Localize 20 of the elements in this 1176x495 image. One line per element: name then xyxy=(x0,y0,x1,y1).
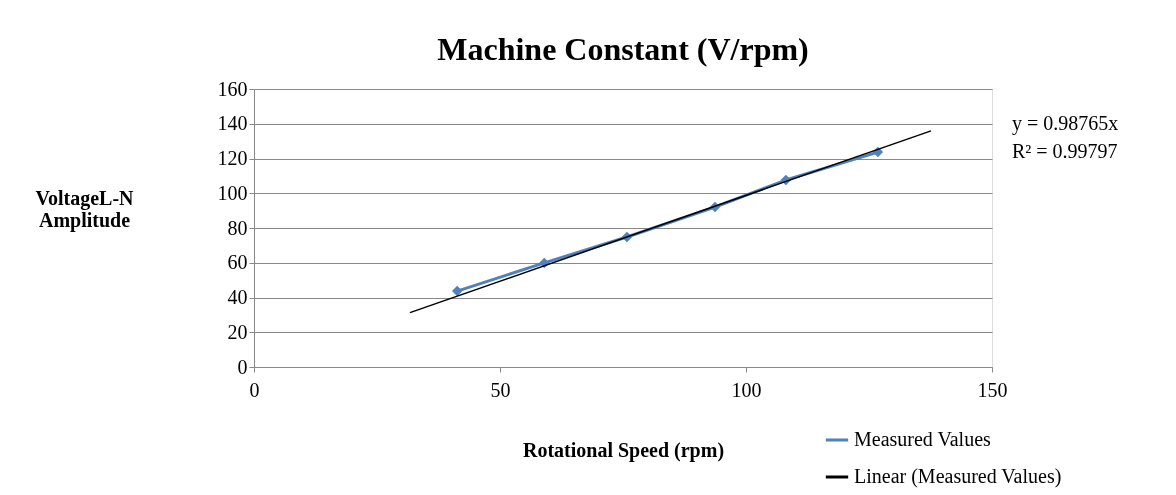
x-axis-title: Rotational Speed (rpm) xyxy=(522,438,725,462)
y-tick-label: 100 xyxy=(217,181,248,204)
y-tick-label: 80 xyxy=(227,216,248,239)
y-tick-label: 120 xyxy=(217,147,248,169)
y-tick-label: 40 xyxy=(227,286,248,308)
x-tick-label: 50 xyxy=(490,378,511,401)
x-tick-label: 100 xyxy=(731,378,762,401)
point xyxy=(451,285,463,297)
y-axis-title: VoltageL-N Amplitude xyxy=(35,186,135,232)
x-tick-label: 150 xyxy=(977,378,1008,401)
legend-label: Linear (Measured Values) xyxy=(854,465,1062,488)
text: R² = 0.99797 xyxy=(1012,140,1118,162)
y-tick-label: 20 xyxy=(227,320,248,343)
legend-label: Measured Values xyxy=(854,428,992,450)
y-tick-label: 160 xyxy=(217,77,248,100)
chart-title: Machine Constant (V/rpm) xyxy=(437,31,809,67)
y-tick-label: 0 xyxy=(237,355,248,378)
y-tick-label: 140 xyxy=(217,112,248,135)
y-tick-label: 60 xyxy=(227,251,248,274)
text: y = 0.98765x xyxy=(1012,112,1119,135)
